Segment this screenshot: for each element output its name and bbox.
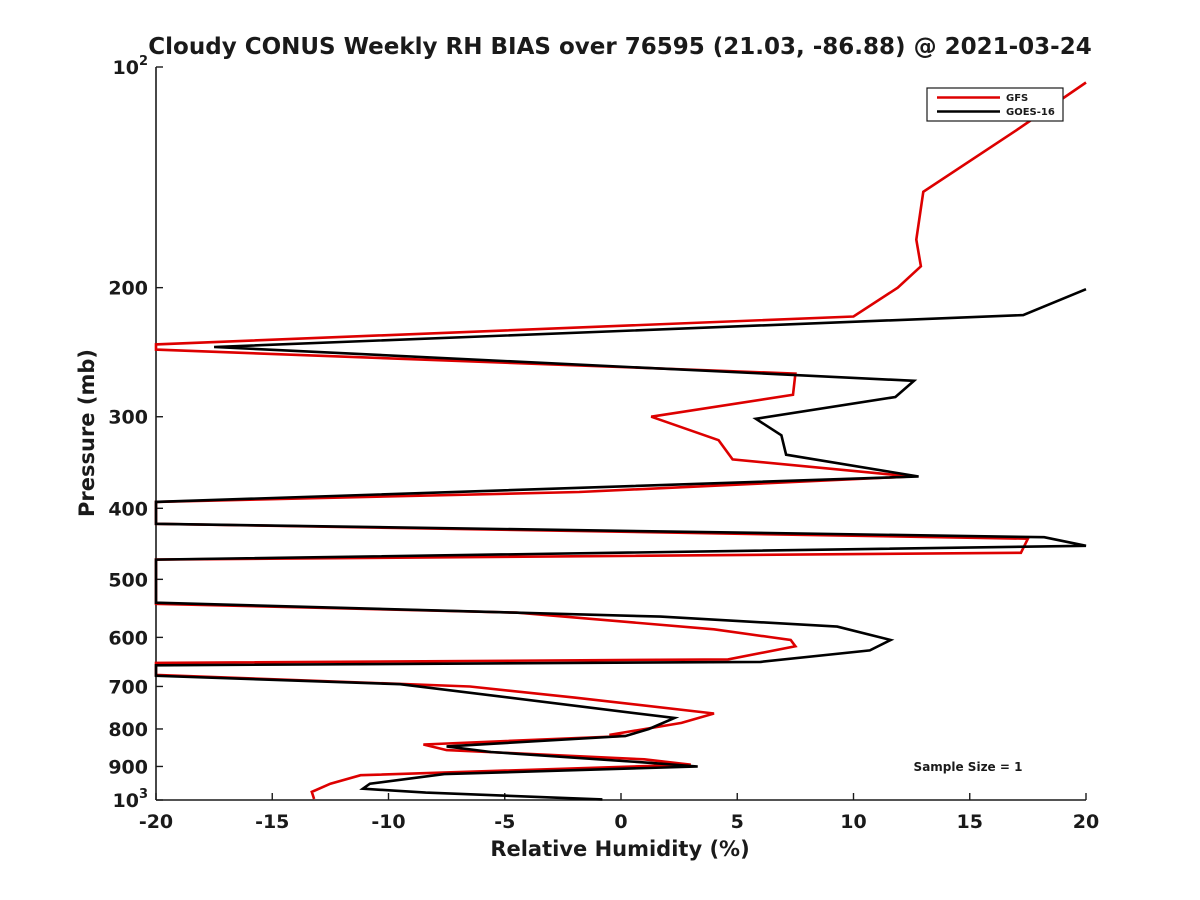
legend-box — [926, 87, 1064, 122]
x-tick-label: 10 — [840, 811, 866, 833]
series-line-gfs — [154, 81, 1087, 800]
x-tick-label: -10 — [371, 811, 405, 833]
x-tick-label: 0 — [614, 811, 627, 833]
y-tick-label: 102 — [113, 54, 149, 79]
x-tick-label: 20 — [1073, 811, 1099, 833]
y-tick-label: 200 — [108, 278, 148, 300]
series-layer — [154, 81, 1087, 801]
legend-label-goes16: GOES-16 — [1006, 107, 1055, 118]
y-axis-label: Pressure (mb) — [75, 349, 99, 517]
x-tick-label: 15 — [957, 811, 983, 833]
legend: GFS GOES-16 — [926, 87, 1064, 122]
series-line-goes16 — [154, 287, 1087, 801]
x-tick-label: -5 — [494, 811, 515, 833]
y-tick-label: 600 — [108, 627, 148, 649]
legend-label-gfs: GFS — [1006, 93, 1028, 104]
x-tick-label: -15 — [255, 811, 289, 833]
y-axis-ticks: 102 200 300 400 500 600 700 800 900 103 — [108, 54, 163, 812]
y-tick-label: 300 — [108, 407, 148, 429]
y-tick-label: 800 — [108, 719, 148, 741]
y-tick-label: 103 — [113, 787, 149, 812]
x-axis-label: Relative Humidity (%) — [490, 837, 749, 861]
chart-title: Cloudy CONUS Weekly RH BIAS over 76595 (… — [148, 34, 1091, 60]
y-tick-label: 500 — [108, 569, 148, 591]
y-tick-label: 900 — [108, 756, 148, 778]
y-tick-label: 400 — [108, 498, 148, 520]
sample-size-annotation: Sample Size = 1 — [914, 760, 1023, 774]
y-tick-label: 700 — [108, 676, 148, 698]
x-tick-label: 5 — [731, 811, 744, 833]
x-tick-label: -20 — [139, 811, 173, 833]
x-axis-ticks: -20 -15 -10 -5 0 5 10 15 20 — [139, 793, 1099, 833]
